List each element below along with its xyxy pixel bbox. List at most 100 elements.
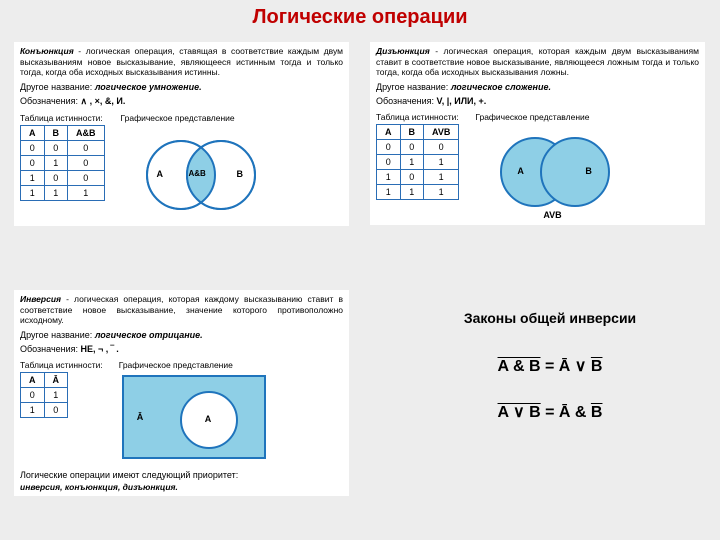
td: 0 xyxy=(68,155,105,170)
law-2: A ∨ B = Ā & B xyxy=(400,402,700,422)
td: 1 xyxy=(377,184,401,199)
law2-rhs-b: B xyxy=(591,404,603,421)
disj-notation-value: V, |, ИЛИ, +. xyxy=(437,96,487,106)
td: 0 xyxy=(424,139,459,154)
label-truth-table: Таблица истинности: xyxy=(20,113,105,123)
venn-label-a: A xyxy=(157,169,164,179)
th: B xyxy=(400,124,424,139)
th: A xyxy=(377,124,401,139)
law-1: A & B = Ā ∨ B xyxy=(400,356,700,376)
page-title: Логические операции xyxy=(0,0,720,33)
venn-label-a: A xyxy=(517,166,524,176)
td: 1 xyxy=(424,169,459,184)
td: 0 xyxy=(21,387,45,402)
panel-conjunction: Конъюнкция - логическая операция, ставящ… xyxy=(14,42,349,226)
venn-label-below: AVB xyxy=(543,210,561,220)
label-graphic: Графическое представление xyxy=(119,360,269,370)
law2-lhs: A ∨ B xyxy=(498,404,541,421)
label-truth-table: Таблица истинности: xyxy=(376,112,459,122)
inv-truth-table: AĀ 01 10 xyxy=(20,372,68,418)
venn-label-b: B xyxy=(585,166,592,176)
inv-notation: Обозначения: НЕ, ¬ , ‾ . xyxy=(20,344,343,354)
law1-rhs-op: ∨ xyxy=(570,358,591,375)
law1-rhs-a: Ā xyxy=(559,358,571,375)
laws-title: Законы общей инверсии xyxy=(400,310,700,326)
td: 1 xyxy=(68,185,105,200)
disj-alt-value: логическое сложение. xyxy=(451,82,551,92)
inv-notation-value: НЕ, ¬ , ‾ . xyxy=(81,344,119,354)
td: 0 xyxy=(400,139,424,154)
td: 0 xyxy=(21,140,45,155)
label-notation: Обозначения: xyxy=(376,96,434,106)
label-alt-name: Другое название: xyxy=(20,330,92,340)
inv-definition: Инверсия - логическая операция, которая … xyxy=(20,294,343,326)
td: 1 xyxy=(424,154,459,169)
law1-eq: = xyxy=(541,358,559,375)
td: 1 xyxy=(44,387,68,402)
venn-label-in: A xyxy=(205,414,212,424)
label-graphic: Графическое представление xyxy=(121,113,271,123)
law2-rhs-a: Ā xyxy=(559,404,571,421)
label-alt-name: Другое название: xyxy=(20,82,92,92)
td: 0 xyxy=(377,154,401,169)
td: 1 xyxy=(44,155,68,170)
inv-term: Инверсия xyxy=(20,294,61,304)
td: 1 xyxy=(400,154,424,169)
inv-alt-value: логическое отрицание. xyxy=(95,330,203,340)
inv-def-rest: - логическая операция, которая каждому в… xyxy=(20,294,343,325)
panel-disjunction: Дизъюнкция - логическая операция, котора… xyxy=(370,42,705,225)
law2-eq: = xyxy=(541,404,559,421)
th: Ā xyxy=(44,372,68,387)
th: A xyxy=(21,125,45,140)
conj-truth-table: ABA&B 000 010 100 111 xyxy=(20,125,105,201)
td: 0 xyxy=(44,140,68,155)
th: A xyxy=(21,372,45,387)
td: 0 xyxy=(377,139,401,154)
disj-venn: A B AVB xyxy=(475,124,625,221)
label-notation: Обозначения: xyxy=(20,96,78,106)
disj-alt-name: Другое название: логическое сложение. xyxy=(376,82,699,92)
th: AVB xyxy=(424,124,459,139)
disj-definition: Дизъюнкция - логическая операция, котора… xyxy=(376,46,699,78)
td: 0 xyxy=(44,402,68,417)
inv-venn: Ā A xyxy=(119,372,269,464)
panel-inversion: Инверсия - логическая операция, которая … xyxy=(14,290,349,496)
venn-icon xyxy=(475,124,625,219)
td: 0 xyxy=(68,170,105,185)
td: 1 xyxy=(377,169,401,184)
td: 1 xyxy=(21,170,45,185)
conj-venn: A B A&B xyxy=(121,125,271,222)
venn-label-center: A&B xyxy=(189,169,206,178)
panel-laws: Законы общей инверсии A & B = Ā ∨ B A ∨ … xyxy=(400,310,700,422)
td: 0 xyxy=(400,169,424,184)
td: 1 xyxy=(400,184,424,199)
conj-alt-name: Другое название: логическое умножение. xyxy=(20,82,343,92)
th: A&B xyxy=(68,125,105,140)
td: 1 xyxy=(21,185,45,200)
conj-notation: Обозначения: ∧ , ×, &, И. xyxy=(20,96,343,107)
th: B xyxy=(44,125,68,140)
td: 1 xyxy=(44,185,68,200)
disj-term: Дизъюнкция xyxy=(376,46,430,56)
label-truth-table: Таблица истинности: xyxy=(20,360,103,370)
td: 0 xyxy=(21,155,45,170)
conj-definition: Конъюнкция - логическая операция, ставящ… xyxy=(20,46,343,78)
disj-truth-table: ABAVB 000 011 101 111 xyxy=(376,124,459,200)
inv-alt-name: Другое название: логическое отрицание. xyxy=(20,330,343,340)
disj-notation: Обозначения: V, |, ИЛИ, +. xyxy=(376,96,699,106)
law1-lhs: A & B xyxy=(498,358,541,375)
inv-priority-note: Логические операции имеют следующий прио… xyxy=(20,470,343,480)
td: 1 xyxy=(424,184,459,199)
venn-label-b: B xyxy=(237,169,244,179)
conj-term: Конъюнкция xyxy=(20,46,74,56)
conj-alt-value: логическое умножение. xyxy=(95,82,202,92)
law1-rhs-b: B xyxy=(591,358,603,375)
label-alt-name: Другое название: xyxy=(376,82,448,92)
venn-label-out: Ā xyxy=(137,412,144,422)
label-notation: Обозначения: xyxy=(20,344,78,354)
td: 0 xyxy=(68,140,105,155)
label-graphic: Графическое представление xyxy=(475,112,625,122)
td: 1 xyxy=(21,402,45,417)
td: 0 xyxy=(44,170,68,185)
law2-rhs-op: & xyxy=(570,404,590,421)
